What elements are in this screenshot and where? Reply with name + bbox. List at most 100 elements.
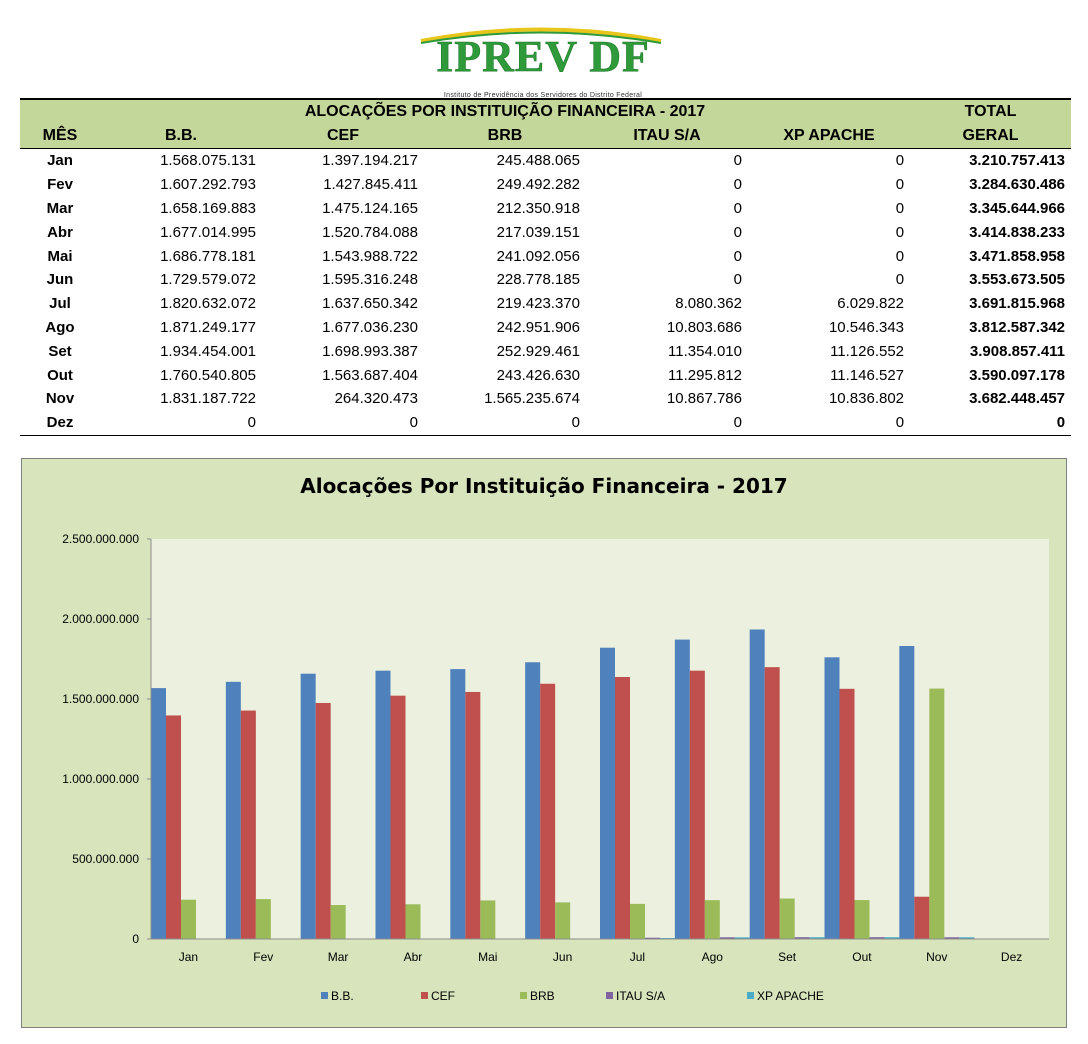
bar-cef [839,688,855,939]
bar-itau-s-a [719,937,735,939]
row-brb: 219.423.370 [496,295,580,313]
bar-b-b [375,670,391,939]
row-bb: 1.677.014.995 [160,223,256,241]
row-cef: 1.637.650.342 [322,295,418,313]
bar-cef [914,896,930,939]
table-row: Mai 1.686.778.181 1.543.988.722 241.092.056… [20,244,1071,268]
bar-b-b [824,657,840,939]
row-bb: 1.871.249.177 [160,318,256,336]
row-bb: 1.686.778.181 [160,247,256,265]
row-cef: 1.427.845.411 [323,176,418,194]
y-tick-label: 500.000.000 [72,852,139,866]
bar-itau-s-a [944,937,960,939]
x-tick-label: Nov [926,950,947,964]
row-brb: 242.951.906 [496,318,580,336]
allocation-table-container: ALOCAÇÕES POR INSTITUIÇÃO FINANCEIRA - 2… [20,98,1072,436]
iprev-logo: IPREV DF Instituto de Previdência dos Se… [412,24,674,99]
bar-b-b [525,662,541,939]
row-total: 3.812.587.342 [969,318,1066,336]
row-xp-apache: 0 [895,199,905,217]
bar-brb [704,900,720,939]
row-itau: 0 [733,271,742,289]
row-itau: 0 [733,223,742,241]
table-row: Jul 1.820.632.072 1.637.650.342 219.423.370… [20,292,1071,316]
row-itau: 0 [733,176,742,194]
row-total: 3.908.857.411 [969,342,1066,360]
bar-cef [390,695,406,939]
row-brb: 0 [424,410,586,436]
row-month: Dez [20,410,100,436]
allocation-chart: Alocações Por Instituição Financeira - 2… [21,458,1067,1028]
legend-label: BRB [530,989,555,1003]
bar-brb [330,905,346,939]
row-total: 3.590.097.178 [969,366,1066,384]
row-itau: 11.295.812 [668,366,742,384]
x-tick-label: Fev [253,950,273,964]
row-cef: 1.397.194.217 [322,152,418,170]
x-tick-label: Abr [404,950,423,964]
row-total: 3.471.858.958 [969,247,1066,265]
legend-label: XP APACHE [757,989,824,1003]
row-month: Out [47,366,73,384]
row-total: 0 [910,410,1072,436]
row-brb: 249.492.282 [496,176,580,194]
row-xp-apache: 0 [895,176,905,194]
row-xp-apache: 6.029.822 [837,295,905,313]
table-row: Dez 0 0 0 0 0 0 [20,410,1072,436]
bar-brb [779,898,795,939]
bar-cef [689,670,705,939]
legend-swatch [321,992,328,999]
x-tick-label: Set [778,950,797,964]
row-month: Jan [47,152,73,170]
table-row: Nov 1.831.187.722 264.320.473 1.565.235.674… [20,387,1071,411]
bar-b-b [899,646,915,939]
table-row: Set 1.934.454.001 1.698.993.387 252.929.461… [20,339,1071,363]
x-tick-label: Jun [553,950,572,964]
row-xp-apache: 10.546.343 [828,318,905,336]
legend-label: ITAU S/A [616,989,665,1003]
bar-brb [405,904,421,939]
row-brb: 243.426.630 [496,366,580,384]
row-brb: 252.929.461 [496,342,580,360]
bar-brb [854,900,870,939]
table-row: Ago 1.871.249.177 1.677.036.230 242.951.906… [20,316,1071,340]
header-cef: CEF [262,124,424,149]
row-brb: 241.092.056 [496,247,580,265]
bar-b-b [300,673,316,939]
allocation-table: ALOCAÇÕES POR INSTITUIÇÃO FINANCEIRA - 2… [20,98,1072,436]
bar-b-b [749,629,765,939]
row-month: Fev [47,176,73,194]
row-itau: 11.354.010 [668,342,742,360]
logo-wordmark: IPREV DF [436,32,650,81]
row-brb: 212.350.918 [496,199,580,217]
row-itau: 10.803.686 [666,318,742,336]
table-row: Mar 1.658.169.883 1.475.124.165 212.350.918… [20,197,1071,221]
bar-brb [480,900,496,939]
y-tick-label: 0 [132,932,139,946]
row-total: 3.682.448.457 [969,390,1066,408]
header-bb: B.B. [100,124,262,149]
row-bb: 1.760.540.805 [160,366,256,384]
row-bb: 1.607.292.793 [160,176,256,194]
row-month: Set [48,342,72,360]
legend-swatch [606,992,613,999]
bar-xp-apache [809,937,825,939]
row-cef: 264.320.473 [334,390,418,408]
bar-cef [240,710,256,939]
bar-itau-s-a [869,937,885,939]
y-tick-label: 1.000.000.000 [62,772,139,786]
header-mes: MÊS [20,124,100,149]
header-xp-apache: XP APACHE [748,124,911,149]
row-cef: 1.520.784.088 [322,223,418,241]
row-xp-apache: 0 [895,152,905,170]
bar-b-b [225,681,241,939]
row-month: Mar [46,199,74,217]
x-tick-label: Mar [328,950,349,964]
row-xp-apache: 10.836.802 [828,390,905,408]
row-brb: 217.039.151 [496,223,580,241]
row-itau: 0 [733,199,742,217]
header-total-bottom: GERAL [910,124,1072,149]
header-brb: BRB [424,124,586,149]
row-itau: 0 [733,152,742,170]
row-cef: 1.563.687.404 [322,366,418,384]
